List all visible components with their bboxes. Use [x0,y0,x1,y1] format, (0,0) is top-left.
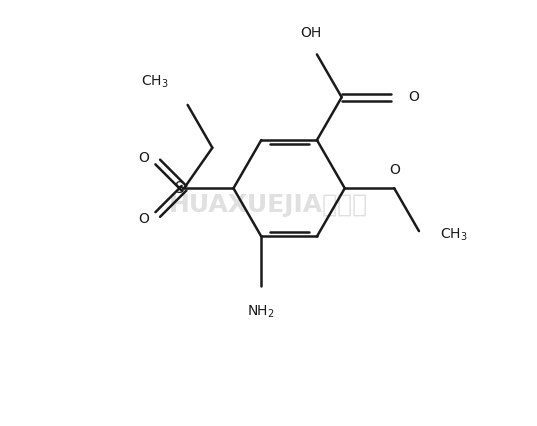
Text: NH$_2$: NH$_2$ [248,303,275,320]
Text: CH$_3$: CH$_3$ [141,74,169,90]
Text: O: O [138,212,149,226]
Text: O: O [389,163,400,177]
Text: O: O [138,151,149,165]
Text: S: S [175,181,185,196]
Text: OH: OH [300,26,321,40]
Text: O: O [409,90,419,104]
Text: CH$_3$: CH$_3$ [440,227,467,243]
Text: HUAXUEJIA化学加: HUAXUEJIA化学加 [169,193,368,216]
